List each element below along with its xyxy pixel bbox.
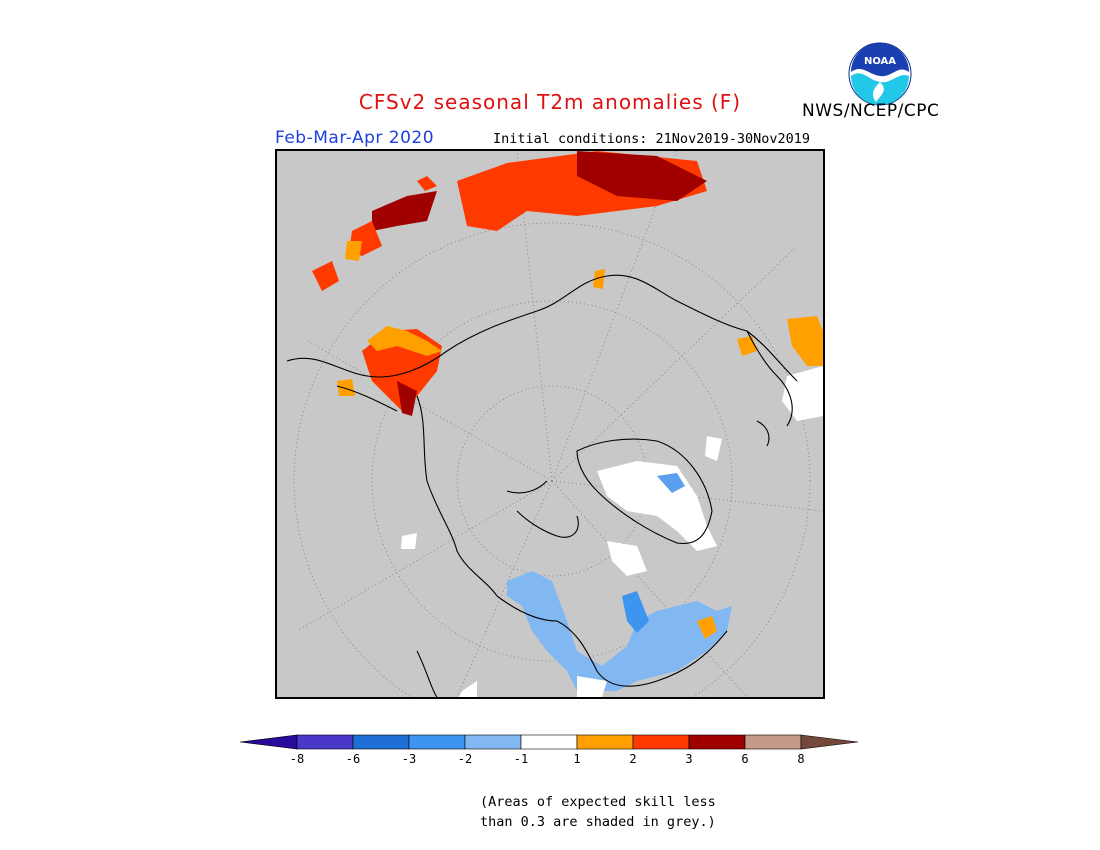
- warm-anomaly-north: [312, 151, 707, 291]
- initial-conditions: Initial conditions: 21Nov2019-30Nov2019: [493, 131, 810, 147]
- legend-tick-label: -3: [402, 752, 416, 766]
- noaa-logo: NOAA: [848, 42, 912, 106]
- logo-text: NOAA: [864, 56, 896, 67]
- warm-anomaly-europe: [593, 269, 823, 366]
- legend-arrow-high: [800, 734, 859, 750]
- legend-tick-label: 3: [685, 752, 692, 766]
- legend-swatch: [464, 734, 522, 750]
- legend-tick-label: 6: [741, 752, 748, 766]
- polar-map: [275, 149, 825, 699]
- legend-tick-label: -1: [514, 752, 528, 766]
- legend-swatch: [408, 734, 466, 750]
- forecast-period: Feb-Mar-Apr 2020: [275, 128, 435, 148]
- legend-swatch: [632, 734, 690, 750]
- skill-note-line-1: (Areas of expected skill less: [480, 794, 716, 810]
- legend-swatch: [520, 734, 578, 750]
- legend-tick-label: -6: [346, 752, 360, 766]
- color-legend: -8 -6 -3 -2 -1 1 2 3 6 8: [240, 734, 859, 766]
- cool-anomaly-north-america: [507, 571, 732, 697]
- legend-tick-label: -2: [458, 752, 472, 766]
- agency-label: NWS/NCEP/CPC: [802, 101, 940, 121]
- legend-swatch: [744, 734, 802, 750]
- warm-anomaly-asia: [337, 326, 442, 416]
- legend-tick-label: 1: [573, 752, 580, 766]
- coastlines: [286, 274, 798, 697]
- legend-arrow-low: [240, 734, 298, 750]
- skill-note-line-2: than 0.3 are shaded in grey.): [480, 814, 716, 830]
- legend-swatch: [576, 734, 634, 750]
- legend-swatch: [352, 734, 410, 750]
- legend-tick-label: 8: [797, 752, 804, 766]
- legend-swatch: [688, 734, 746, 750]
- legend-tick-label: -8: [290, 752, 304, 766]
- neutral-patches: [401, 366, 823, 697]
- legend-tick-label: 2: [629, 752, 636, 766]
- legend-swatch: [296, 734, 354, 750]
- map-title: CFSv2 seasonal T2m anomalies (F): [358, 90, 742, 114]
- skill-note: (Areas of expected skill less than 0.3 a…: [440, 792, 760, 832]
